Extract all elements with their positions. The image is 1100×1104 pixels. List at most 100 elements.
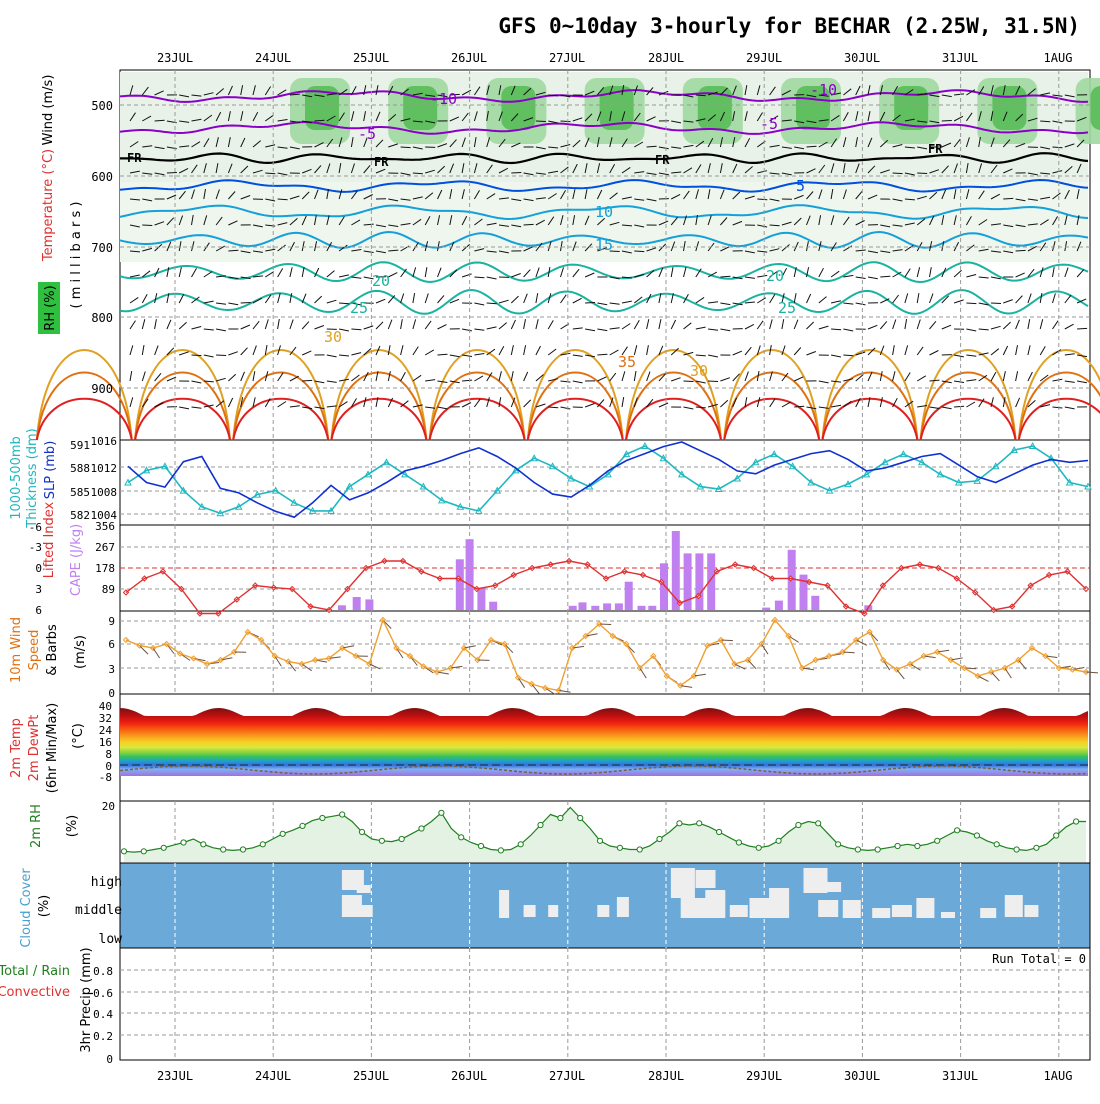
cape-bar bbox=[477, 588, 485, 610]
rh-point bbox=[855, 847, 860, 852]
date-label: 26JUL bbox=[451, 1069, 487, 1083]
contour-label: -5 bbox=[358, 125, 376, 143]
temp-label-c: (6hr Min/Max) bbox=[45, 703, 60, 793]
wind-tick-label: 0 bbox=[108, 687, 115, 700]
contour-label: 5 bbox=[796, 177, 805, 195]
contour-label: 30 bbox=[690, 362, 708, 380]
wind-axis: 9 6 3 0 bbox=[108, 615, 115, 700]
cloud-cover-box bbox=[750, 898, 772, 918]
temp-label-b: 2m DewPt bbox=[27, 715, 42, 782]
li-tick-label: -3 bbox=[29, 541, 42, 554]
contour-label: 25 bbox=[350, 299, 368, 317]
contour-label: -5 bbox=[760, 115, 778, 133]
cloud-cover-box bbox=[872, 908, 890, 918]
cape-bar bbox=[660, 563, 668, 610]
contour-label: -10 bbox=[810, 81, 837, 99]
contour-label: 10 bbox=[595, 203, 613, 221]
cape-tick-label: 89 bbox=[102, 583, 115, 596]
run-total: Run Total = 0 bbox=[992, 952, 1086, 966]
date-label: 26JUL bbox=[451, 51, 487, 65]
slp-tick-label: 1016 bbox=[91, 435, 118, 448]
thickness-tick-label: 585 bbox=[70, 486, 90, 499]
lifted-index-label: Lifted Index bbox=[42, 501, 57, 578]
cape-bar bbox=[591, 606, 599, 610]
rh-shading bbox=[120, 72, 1100, 262]
cape-bar bbox=[456, 559, 464, 610]
bottom-date-axis: 23JUL 24JUL 25JUL 26JUL 27JUL 28JUL 29JU… bbox=[157, 1069, 1073, 1083]
rh-point bbox=[538, 822, 543, 827]
wind-barb bbox=[893, 173, 903, 174]
wind-barb bbox=[401, 147, 411, 148]
rh-point bbox=[260, 842, 265, 847]
thickness-tick-label: 588 bbox=[70, 462, 90, 475]
cape-bar bbox=[811, 596, 819, 610]
date-label: 31JUL bbox=[942, 51, 978, 65]
li-tick-label: -6 bbox=[29, 521, 42, 534]
wind-barb bbox=[278, 199, 288, 200]
rh-point bbox=[776, 838, 781, 843]
rh-point bbox=[379, 838, 384, 843]
rh-blob bbox=[1091, 86, 1100, 130]
upper-wind-label: Wind (m/s) bbox=[41, 75, 56, 146]
rh-point bbox=[498, 848, 503, 853]
cape-bar bbox=[775, 601, 783, 610]
pressure-tick-label: 800 bbox=[91, 311, 113, 325]
wind-panel bbox=[120, 611, 1090, 694]
rh-point bbox=[955, 828, 960, 833]
wind-barb bbox=[807, 146, 817, 147]
slp-label: SLP (mb) bbox=[43, 441, 58, 500]
cloud-cover-box bbox=[769, 888, 789, 918]
wind-barb bbox=[192, 355, 202, 356]
date-label: 28JUL bbox=[648, 1069, 684, 1083]
cape-tick-label: 178 bbox=[95, 562, 115, 575]
date-label: 25JUL bbox=[353, 1069, 389, 1083]
cloud-cover-box bbox=[980, 908, 996, 918]
date-label: 29JUL bbox=[746, 1069, 782, 1083]
wind-barb bbox=[942, 121, 952, 122]
rh-point bbox=[399, 836, 404, 841]
rh-point bbox=[161, 845, 166, 850]
li-tick-label: 0 bbox=[35, 562, 42, 575]
rh-blob bbox=[501, 86, 535, 130]
contour-label: 25 bbox=[778, 299, 796, 317]
pressure-tick-label: 600 bbox=[91, 170, 113, 184]
rh-point bbox=[597, 838, 602, 843]
slp-left-axis: 591 588 585 582 bbox=[70, 439, 90, 522]
date-label: 23JUL bbox=[157, 51, 193, 65]
wind-tick-label: 6 bbox=[108, 638, 115, 651]
wind-barb bbox=[634, 251, 644, 252]
wind-barb-10m bbox=[721, 640, 733, 641]
precip-axis: 0.8 0.6 0.4 0.2 0 bbox=[93, 965, 113, 1066]
rh-point bbox=[717, 829, 722, 834]
wind-barb bbox=[720, 276, 730, 277]
cloud-cover-box bbox=[548, 905, 558, 917]
cape-bar bbox=[625, 582, 633, 610]
contour-label: FR bbox=[928, 142, 943, 156]
cloud-levels: high middle low bbox=[75, 875, 122, 947]
rh-point bbox=[617, 845, 622, 850]
wind-label-b: Speed bbox=[27, 630, 42, 671]
wind-label-c: & Barbs bbox=[45, 624, 60, 676]
rh-point bbox=[280, 831, 285, 836]
wind-barb-10m bbox=[599, 624, 611, 625]
cape-bar bbox=[648, 606, 656, 610]
rh-point bbox=[300, 823, 305, 828]
rh-point bbox=[915, 843, 920, 848]
slp-tick-label: 1008 bbox=[91, 486, 118, 499]
date-label: 25JUL bbox=[353, 51, 389, 65]
cape-bar bbox=[695, 553, 703, 610]
li-axis: -6 -3 0 3 6 bbox=[29, 521, 42, 617]
cloud-cover-box bbox=[499, 890, 509, 918]
slp-tick-label: 1012 bbox=[91, 462, 118, 475]
wind-barb bbox=[708, 381, 718, 382]
rh-point bbox=[340, 812, 345, 817]
wind-barb bbox=[1003, 198, 1013, 199]
cloud-cover-box bbox=[818, 900, 838, 917]
rh-point bbox=[895, 843, 900, 848]
cape-bar bbox=[353, 597, 361, 610]
rh-point bbox=[1054, 833, 1059, 838]
rh-point bbox=[478, 843, 483, 848]
wind-barb bbox=[536, 121, 546, 122]
rh-point bbox=[657, 836, 662, 841]
